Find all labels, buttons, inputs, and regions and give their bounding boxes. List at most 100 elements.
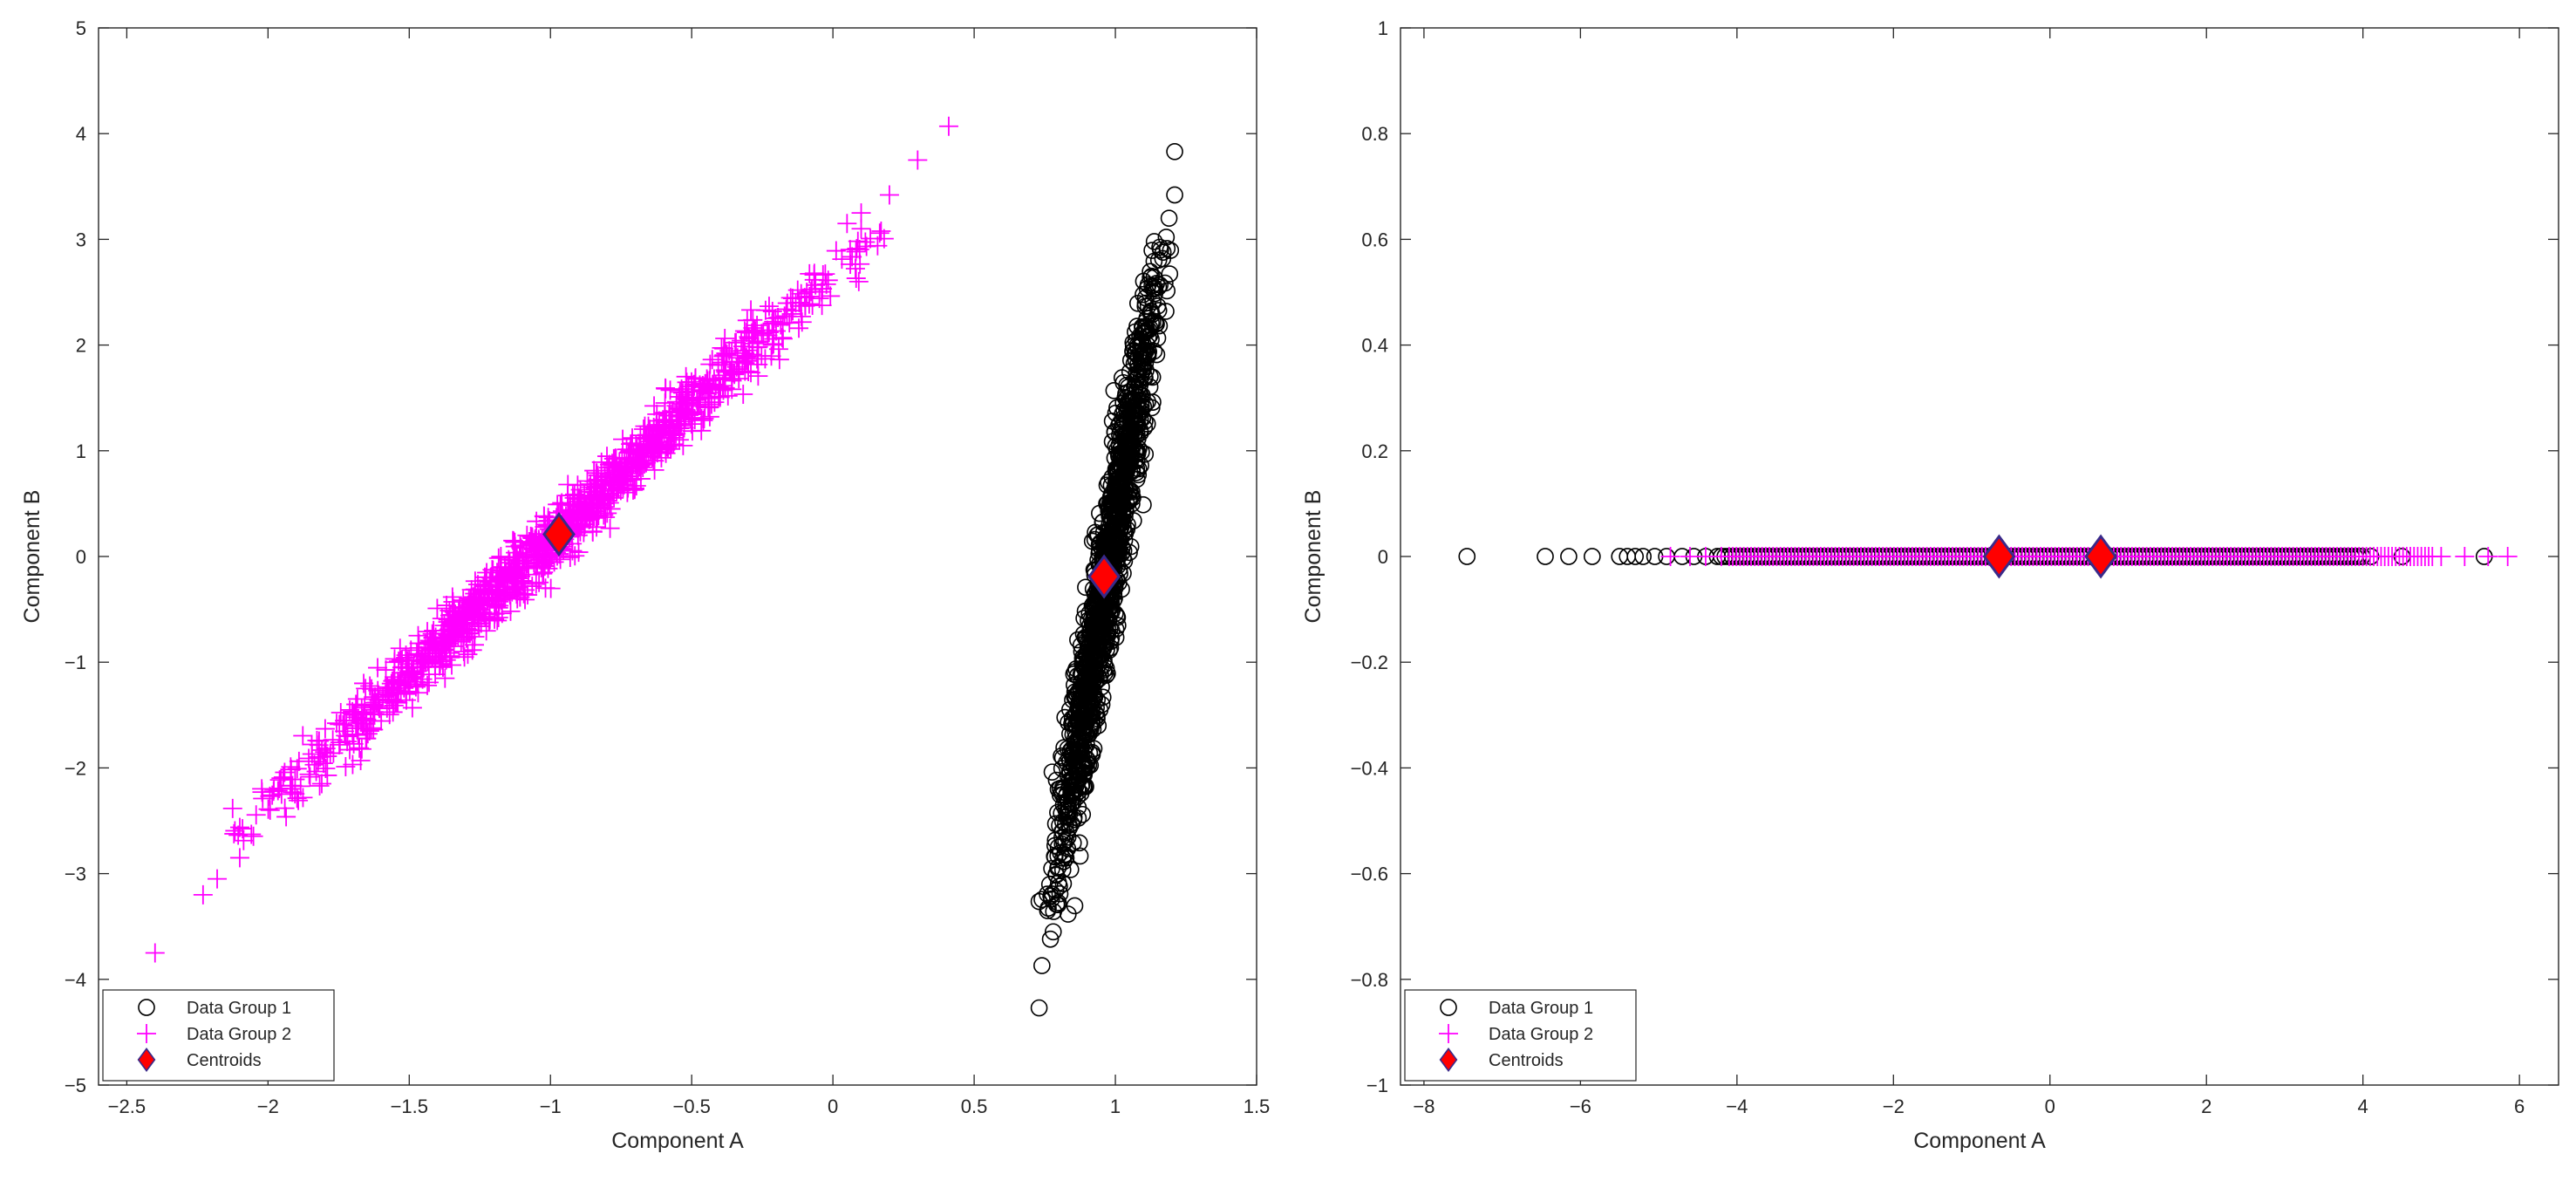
data-point [679, 405, 699, 425]
data-point [768, 308, 788, 328]
data-point [2478, 547, 2498, 566]
y-tick-label: −5 [65, 1075, 86, 1096]
data-point [465, 584, 485, 604]
data-point [2431, 547, 2451, 566]
data-point [376, 660, 396, 680]
data-point [1085, 652, 1103, 670]
data-point [1063, 769, 1081, 788]
data-point [276, 807, 296, 827]
left-y-axis-label: Component B [20, 490, 44, 624]
data-point [356, 679, 376, 699]
data-point [576, 495, 596, 515]
data-point [734, 321, 754, 341]
data-point [1079, 674, 1096, 693]
data-point [385, 649, 405, 669]
data-point [408, 683, 428, 703]
legend-icon [137, 1024, 156, 1043]
data-point [388, 672, 408, 693]
data-point [347, 689, 367, 709]
data-point [306, 761, 326, 782]
y-tick-label: 0 [1378, 546, 1388, 568]
data-point [433, 657, 453, 677]
data-point [1082, 656, 1101, 674]
data-point [511, 566, 531, 586]
data-point [331, 702, 351, 722]
data-point [1077, 778, 1094, 795]
x-tick-label: −0.5 [672, 1096, 710, 1117]
data-point [491, 547, 511, 567]
data-point [1103, 493, 1121, 510]
data-point [801, 279, 821, 299]
series-data-group-2 [1660, 547, 2518, 566]
y-tick-label: −3 [65, 864, 86, 885]
legend-icon [1439, 1024, 1458, 1043]
y-tick-label: −0.4 [1351, 757, 1388, 779]
data-point [571, 497, 591, 517]
data-point [193, 884, 213, 905]
data-point [708, 355, 728, 375]
data-point [1091, 700, 1109, 719]
centroid-marker [1982, 534, 2016, 579]
data-point [685, 368, 705, 388]
data-point [1077, 702, 1094, 720]
y-tick-label: −0.2 [1351, 652, 1388, 673]
data-point [1114, 394, 1132, 412]
legend-marker [1439, 1024, 1458, 1043]
y-tick-label: −1 [1366, 1075, 1388, 1096]
data-point [427, 598, 447, 618]
x-tick-label: 1.5 [1244, 1096, 1271, 1117]
data-point [515, 580, 535, 600]
data-point [480, 610, 500, 630]
data-point [407, 644, 427, 664]
data-point [1052, 843, 1069, 862]
y-tick-label: 5 [76, 17, 86, 39]
data-point [1068, 788, 1087, 806]
y-tick-label: −1 [65, 652, 86, 673]
data-point [1074, 722, 1093, 740]
data-point [1103, 518, 1121, 536]
data-point [818, 270, 838, 290]
data-point [462, 640, 482, 660]
data-point [1083, 746, 1101, 763]
right-scatter-plot: −8 −6 −4 −2 0 2 4 6 −1 −0.8 −0.6 −0.4 −0.2 0 0.2 0.4 0.6… [1301, 17, 2559, 1153]
data-point [312, 740, 332, 760]
data-point [488, 548, 508, 568]
data-point [1121, 537, 1140, 556]
data-point [848, 271, 869, 291]
y-tick-label: 1 [76, 440, 86, 462]
data-point [764, 334, 784, 354]
data-point [655, 403, 675, 423]
data-point [222, 798, 242, 818]
data-point [354, 673, 374, 693]
data-point [660, 380, 680, 400]
data-point [442, 587, 462, 607]
data-point [246, 805, 266, 825]
data-point [1041, 930, 1060, 948]
data-point [692, 376, 712, 396]
data-point [668, 413, 688, 433]
data-point [568, 475, 588, 495]
data-point [1111, 531, 1129, 550]
data-point [233, 819, 253, 839]
x-tick-label: −1.5 [391, 1096, 428, 1117]
data-point [1137, 342, 1155, 360]
legend-marker [138, 999, 155, 1016]
data-point [465, 635, 485, 655]
data-point [712, 352, 732, 372]
data-point [2498, 547, 2518, 566]
data-point [418, 622, 438, 642]
data-point [1149, 251, 1168, 269]
data-point [714, 338, 734, 358]
legend-box [102, 989, 335, 1082]
data-point [311, 774, 331, 794]
data-point [630, 468, 651, 488]
data-point [361, 718, 381, 738]
x-tick-label: 4 [2358, 1096, 2368, 1117]
data-point [275, 798, 295, 818]
data-point [795, 296, 815, 316]
data-point [1067, 751, 1084, 768]
legend-label: Data Group 2 [1489, 1025, 1593, 1044]
x-tick-label: 0 [828, 1096, 838, 1117]
data-point [776, 299, 796, 319]
data-point [1046, 882, 1065, 899]
